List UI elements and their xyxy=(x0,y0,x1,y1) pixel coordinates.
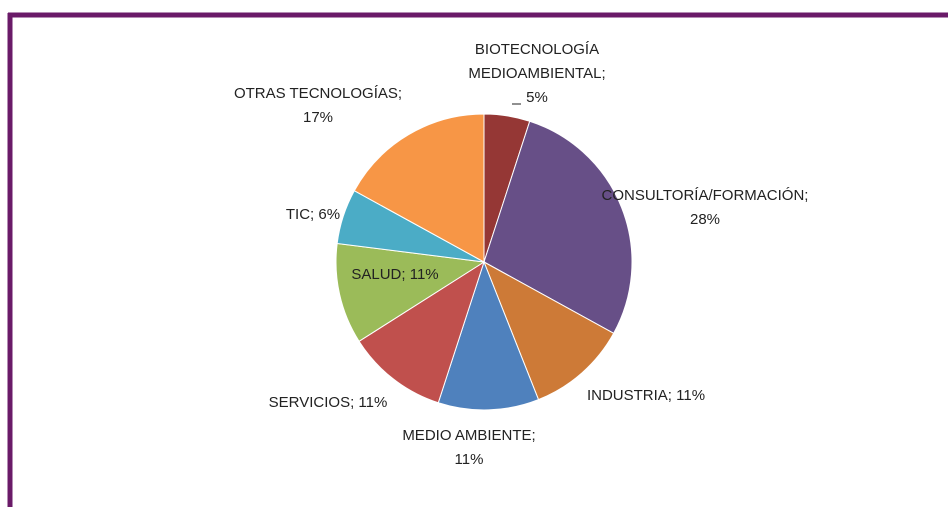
data-label: INDUSTRIA; 11% xyxy=(587,387,705,404)
data-label: SALUD; 11% xyxy=(351,266,438,283)
category-label: SERVICIOS; xyxy=(269,394,355,411)
pie-slice xyxy=(483,120,633,334)
category-label: SALUD; xyxy=(351,266,405,283)
pie-slice xyxy=(483,260,615,401)
category-label: BIOTECNOLOGÍA MEDIOAMBIENTAL; xyxy=(468,41,605,82)
data-label: CONSULTORÍA/FORMACIÓN; 28% xyxy=(602,187,809,228)
data-label: OTRAS TECNOLOGÍAS; 17% xyxy=(234,85,402,126)
category-label: TIC; xyxy=(286,206,314,223)
value-label: 11% xyxy=(410,266,439,283)
value-label: 17% xyxy=(303,109,333,126)
value-label: 6% xyxy=(318,206,340,223)
value-label: 28% xyxy=(690,211,720,228)
value-label: 5% xyxy=(526,89,548,106)
value-label: 11% xyxy=(455,451,484,468)
value-label: 11% xyxy=(676,387,705,404)
pie-slice xyxy=(358,260,485,404)
pie-slice xyxy=(335,242,486,342)
category-label: INDUSTRIA; xyxy=(587,387,672,404)
data-label: TIC; 6% xyxy=(286,206,340,223)
pie-slice xyxy=(437,260,540,411)
category-label: CONSULTORÍA/FORMACIÓN; xyxy=(602,187,809,204)
data-label: BIOTECNOLOGÍA MEDIOAMBIENTAL; 5% xyxy=(468,41,605,106)
value-label: 11% xyxy=(358,394,387,411)
pie-slice xyxy=(353,113,485,263)
data-label: SERVICIOS; 11% xyxy=(269,394,388,411)
data-label: MEDIO AMBIENTE; 11% xyxy=(402,427,535,468)
category-label: OTRAS TECNOLOGÍAS; xyxy=(234,85,402,102)
category-label: MEDIO AMBIENTE; xyxy=(402,427,535,444)
